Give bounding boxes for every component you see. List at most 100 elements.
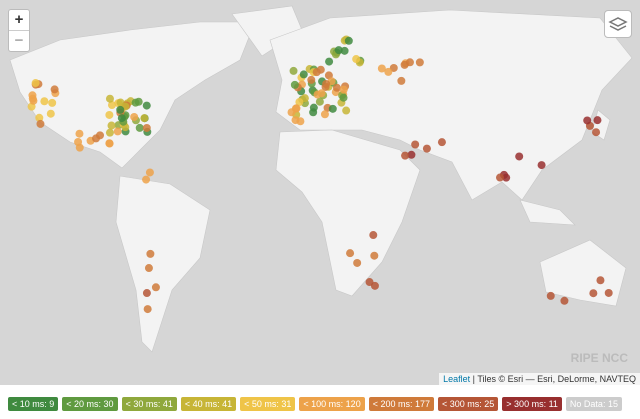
probe-marker[interactable] bbox=[422, 144, 431, 153]
probe-marker[interactable] bbox=[583, 116, 592, 125]
probe-marker[interactable] bbox=[75, 129, 84, 138]
probe-marker[interactable] bbox=[151, 283, 160, 292]
probe-marker[interactable] bbox=[401, 151, 410, 160]
probe-marker[interactable] bbox=[143, 305, 152, 314]
probe-marker[interactable] bbox=[105, 128, 114, 137]
probe-marker[interactable] bbox=[29, 96, 38, 105]
probe-marker[interactable] bbox=[370, 251, 379, 260]
map-tiles bbox=[9, 5, 633, 353]
legend-item[interactable]: < 50 ms: 31 bbox=[240, 397, 296, 411]
probe-marker[interactable] bbox=[334, 46, 343, 55]
probe-marker[interactable] bbox=[315, 97, 324, 106]
probe-marker[interactable] bbox=[142, 101, 151, 110]
probe-marker[interactable] bbox=[537, 161, 546, 170]
probe-marker[interactable] bbox=[411, 140, 420, 149]
probe-marker[interactable] bbox=[384, 67, 393, 76]
probe-marker[interactable] bbox=[135, 123, 144, 132]
probe-marker[interactable] bbox=[144, 264, 153, 273]
legend-item[interactable]: < 20 ms: 30 bbox=[62, 397, 118, 411]
legend-item[interactable]: < 30 ms: 41 bbox=[121, 397, 177, 411]
probe-marker[interactable] bbox=[353, 258, 362, 267]
probe-marker[interactable] bbox=[107, 101, 116, 110]
legend: < 10 ms: 9 < 20 ms: 30 < 30 ms: 41 < 40 ms:… bbox=[8, 397, 622, 411]
probe-marker[interactable] bbox=[328, 104, 337, 113]
probe-marker[interactable] bbox=[140, 114, 149, 123]
probe-marker[interactable] bbox=[339, 93, 348, 102]
probe-marker[interactable] bbox=[299, 70, 308, 79]
legend-item[interactable]: No Data: 15 bbox=[565, 397, 622, 411]
legend-item[interactable]: < 200 ms: 177 bbox=[368, 397, 434, 411]
probe-marker[interactable] bbox=[309, 108, 318, 117]
probe-marker[interactable] bbox=[296, 117, 305, 126]
probe-marker[interactable] bbox=[74, 138, 83, 147]
legend-item[interactable]: > 300 ms: 11 bbox=[502, 397, 562, 411]
probe-marker[interactable] bbox=[116, 105, 125, 114]
probe-marker[interactable] bbox=[344, 36, 353, 45]
probe-marker[interactable] bbox=[352, 55, 361, 64]
probe-marker[interactable] bbox=[604, 288, 613, 297]
probe-marker[interactable] bbox=[407, 150, 416, 159]
probe-marker[interactable] bbox=[322, 80, 331, 89]
probe-marker[interactable] bbox=[369, 231, 378, 240]
probe-marker[interactable] bbox=[496, 173, 505, 182]
probe-marker[interactable] bbox=[560, 296, 569, 305]
probe-marker[interactable] bbox=[340, 46, 349, 55]
probe-marker[interactable] bbox=[142, 123, 151, 132]
probe-marker[interactable] bbox=[36, 119, 45, 128]
probe-marker[interactable] bbox=[289, 66, 298, 75]
probe-marker[interactable] bbox=[377, 64, 386, 73]
probe-marker[interactable] bbox=[145, 168, 154, 177]
probe-marker[interactable] bbox=[295, 98, 304, 107]
probe-marker[interactable] bbox=[113, 127, 122, 136]
probe-marker[interactable] bbox=[593, 116, 602, 125]
probe-marker[interactable] bbox=[342, 106, 351, 115]
legend-item[interactable]: < 10 ms: 9 bbox=[8, 397, 59, 411]
zoom-in[interactable]: + bbox=[14, 11, 24, 28]
probe-marker[interactable] bbox=[307, 75, 316, 84]
probe-marker[interactable] bbox=[35, 113, 44, 122]
probe-marker[interactable] bbox=[105, 110, 114, 119]
probe-marker[interactable] bbox=[130, 112, 139, 121]
probe-marker[interactable] bbox=[332, 83, 341, 92]
probe-marker[interactable] bbox=[105, 139, 114, 148]
legend-item[interactable]: < 300 ms: 25 bbox=[438, 397, 499, 411]
probe-marker[interactable] bbox=[117, 114, 126, 123]
probe-marker[interactable] bbox=[397, 76, 406, 85]
probe-marker[interactable] bbox=[312, 68, 321, 77]
probe-marker[interactable] bbox=[546, 291, 555, 300]
layers-control[interactable] bbox=[604, 10, 632, 38]
probe-marker[interactable] bbox=[339, 85, 348, 94]
probe-marker[interactable] bbox=[317, 89, 326, 98]
probe-marker[interactable] bbox=[48, 98, 57, 107]
probe-marker[interactable] bbox=[31, 79, 40, 88]
probe-marker[interactable] bbox=[146, 249, 155, 258]
probe-marker[interactable] bbox=[46, 109, 55, 118]
leaflet-link[interactable]: Leaflet bbox=[443, 374, 471, 384]
probe-marker[interactable] bbox=[92, 134, 101, 143]
probe-marker[interactable] bbox=[346, 249, 355, 258]
probe-marker[interactable] bbox=[515, 152, 524, 161]
probe-marker[interactable] bbox=[105, 94, 114, 103]
probe-marker[interactable] bbox=[50, 85, 59, 94]
probe-marker[interactable] bbox=[290, 80, 299, 89]
legend-item[interactable]: < 40 ms: 41 bbox=[180, 397, 237, 411]
probe-marker[interactable] bbox=[405, 58, 414, 67]
probe-marker[interactable] bbox=[415, 58, 424, 67]
probe-marker[interactable] bbox=[40, 97, 49, 106]
probe-marker[interactable] bbox=[437, 138, 446, 147]
probe-marker[interactable] bbox=[589, 289, 598, 298]
probe-marker[interactable] bbox=[134, 97, 143, 106]
probe-marker[interactable] bbox=[291, 104, 300, 113]
probe-marker[interactable] bbox=[365, 278, 374, 287]
probe-marker[interactable] bbox=[320, 110, 329, 119]
zoom-out[interactable]: − bbox=[9, 30, 29, 51]
probe-marker[interactable] bbox=[142, 289, 151, 298]
probe-marker[interactable] bbox=[596, 276, 605, 285]
probe-marker[interactable] bbox=[325, 57, 334, 66]
legend-item[interactable]: < 100 ms: 120 bbox=[299, 397, 365, 411]
probe-marker[interactable] bbox=[107, 121, 116, 130]
probe-marker[interactable] bbox=[592, 128, 601, 137]
probe-markers bbox=[27, 35, 613, 314]
probe-marker[interactable] bbox=[142, 175, 151, 184]
